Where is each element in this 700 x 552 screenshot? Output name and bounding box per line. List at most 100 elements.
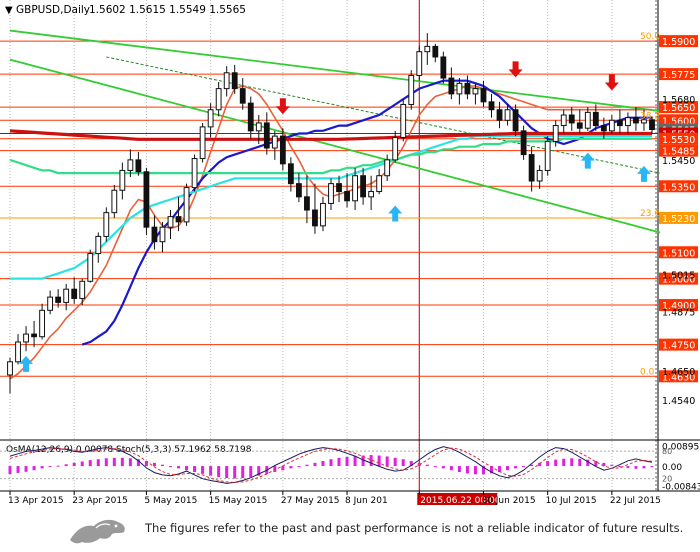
candle-body[interactable]	[7, 361, 13, 376]
candle-body[interactable]	[416, 51, 423, 76]
candle-body[interactable]	[592, 111, 599, 127]
buy-arrow-icon	[636, 165, 651, 182]
candle-body[interactable]	[71, 288, 78, 299]
candle-body[interactable]	[480, 88, 487, 103]
candle-body[interactable]	[271, 135, 278, 149]
candle-body[interactable]	[55, 296, 62, 303]
candle-body[interactable]	[336, 183, 342, 193]
candle-body[interactable]	[472, 88, 479, 95]
candle-body[interactable]	[175, 216, 182, 223]
candle-body[interactable]	[255, 122, 262, 132]
disclaimer-text: The figures refer to the past and past p…	[145, 521, 684, 535]
price-label: 1.5530	[662, 135, 695, 146]
candle-body[interactable]	[79, 280, 86, 299]
candle-body[interactable]	[392, 136, 399, 161]
candle-body[interactable]	[279, 135, 286, 165]
osma-bar	[602, 462, 606, 467]
candle-body[interactable]	[47, 296, 54, 311]
indicator-level-label: -0.00843	[662, 482, 700, 492]
candle-body[interactable]	[360, 175, 367, 198]
price-label: 1.5900	[662, 37, 695, 48]
osma-bar	[144, 461, 148, 467]
candle-body[interactable]	[424, 45, 431, 53]
candle-body[interactable]	[143, 171, 150, 228]
candle-body[interactable]	[384, 159, 391, 177]
candle-body[interactable]	[552, 125, 559, 142]
candle-body[interactable]	[199, 126, 206, 160]
candle-body[interactable]	[368, 191, 375, 198]
osma-bar	[626, 466, 630, 468]
candle-body[interactable]	[464, 82, 471, 95]
candle-body[interactable]	[95, 235, 102, 255]
candle-body[interactable]	[456, 82, 463, 95]
candle-body[interactable]	[247, 102, 254, 132]
osma-bar	[586, 459, 590, 467]
candle-body[interactable]	[512, 109, 519, 132]
candle-body[interactable]	[408, 74, 415, 105]
candle-body[interactable]	[103, 212, 110, 237]
candle-body[interactable]	[15, 341, 21, 363]
candle-body[interactable]	[31, 333, 37, 338]
candle-body[interactable]	[167, 216, 174, 228]
osma-bar	[72, 462, 76, 467]
candle-body[interactable]	[536, 169, 543, 182]
candle-body[interactable]	[207, 109, 214, 128]
candle-body[interactable]	[151, 226, 158, 243]
candle-body[interactable]	[23, 333, 29, 343]
candle-body[interactable]	[239, 88, 246, 104]
candle-body[interactable]	[488, 101, 495, 111]
price-label: 1.5650	[662, 103, 695, 114]
candle-body[interactable]	[625, 117, 631, 127]
osma-bar	[441, 466, 445, 469]
candle-body[interactable]	[568, 114, 575, 124]
candle-body[interactable]	[159, 226, 166, 243]
candle-body[interactable]	[576, 122, 583, 129]
candle-body[interactable]	[608, 119, 615, 132]
candle-body[interactable]	[448, 77, 455, 95]
candle-body[interactable]	[376, 175, 383, 193]
candle-body[interactable]	[231, 72, 238, 90]
candle-body[interactable]	[344, 191, 350, 202]
candle-body[interactable]	[544, 140, 551, 171]
candle-body[interactable]	[320, 202, 326, 227]
axis-tick-label: 1.5680	[662, 95, 695, 106]
candle-body[interactable]	[111, 189, 118, 214]
price-chart[interactable]: 1.59001.57751.56501.56001.55651.55501.55…	[0, 0, 700, 508]
candle-body[interactable]	[215, 88, 222, 111]
candle-body[interactable]	[400, 103, 407, 138]
candle-body[interactable]	[223, 72, 230, 90]
candle-body[interactable]	[263, 122, 270, 149]
candle-body[interactable]	[39, 309, 46, 338]
candle-body[interactable]	[352, 175, 358, 202]
candle-body[interactable]	[135, 159, 142, 173]
price-label-box	[659, 211, 698, 224]
candle-body[interactable]	[528, 154, 535, 182]
candle-body[interactable]	[312, 209, 318, 227]
candle-body[interactable]	[119, 169, 126, 191]
candle-body[interactable]	[183, 187, 190, 223]
candle-body[interactable]	[432, 45, 439, 58]
price-label-box	[659, 35, 698, 48]
candle-body[interactable]	[504, 109, 511, 121]
candle-body[interactable]	[304, 196, 310, 211]
candle-body[interactable]	[440, 56, 447, 79]
osma-bar	[16, 466, 20, 473]
candle-body[interactable]	[63, 288, 70, 303]
price-label-box	[659, 101, 698, 114]
candle-body[interactable]	[616, 119, 623, 127]
candle-body[interactable]	[633, 117, 639, 124]
candle-body[interactable]	[87, 253, 94, 282]
candle-body[interactable]	[295, 183, 302, 198]
candle-body[interactable]	[328, 183, 334, 204]
candle-body[interactable]	[600, 125, 607, 132]
candle-body[interactable]	[287, 163, 294, 185]
candle-body[interactable]	[560, 114, 567, 127]
price-label-box	[659, 114, 698, 127]
candle-body[interactable]	[191, 158, 198, 189]
candle-body[interactable]	[584, 111, 591, 129]
candle-body[interactable]	[127, 159, 134, 171]
candle-body[interactable]	[520, 130, 527, 156]
candle-body[interactable]	[641, 119, 647, 124]
candle-body[interactable]	[649, 119, 655, 131]
candle-body[interactable]	[496, 109, 503, 121]
